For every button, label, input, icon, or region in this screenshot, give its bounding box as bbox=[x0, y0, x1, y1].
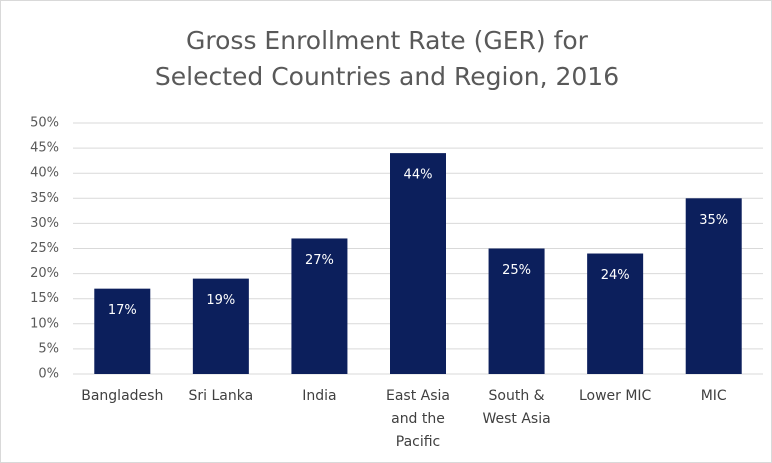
x-tick-label: Bangladesh bbox=[81, 388, 164, 404]
chart-title: Gross Enrollment Rate (GER) for Selected… bbox=[154, 26, 620, 91]
bar bbox=[192, 278, 249, 374]
x-tick-label: East Asia and the Pacific bbox=[386, 388, 450, 450]
bar bbox=[488, 248, 545, 374]
y-tick-label: 35% bbox=[30, 191, 59, 206]
bar bbox=[291, 238, 348, 374]
bar bbox=[587, 253, 644, 374]
x-tick-label: Lower MIC bbox=[578, 388, 652, 404]
data-label: 25% bbox=[502, 263, 531, 278]
data-label: 27% bbox=[305, 253, 334, 268]
bar bbox=[94, 288, 151, 374]
data-label: 17% bbox=[108, 303, 137, 318]
data-label: 24% bbox=[601, 268, 630, 283]
bar bbox=[390, 153, 446, 374]
x-tick-label: India bbox=[302, 388, 337, 404]
y-tick-label: 15% bbox=[30, 291, 59, 306]
y-tick-label: 10% bbox=[30, 316, 59, 331]
y-tick-label: 40% bbox=[30, 166, 59, 181]
y-tick-label: 45% bbox=[30, 141, 59, 156]
y-tick-label: 5% bbox=[38, 341, 59, 356]
data-label: 35% bbox=[699, 213, 728, 228]
x-tick-label: South & West Asia bbox=[482, 388, 551, 427]
y-tick-label: 25% bbox=[30, 241, 59, 256]
y-tick-label: 0% bbox=[38, 367, 59, 382]
y-tick-label: 50% bbox=[30, 116, 59, 131]
y-tick-label: 30% bbox=[30, 216, 59, 231]
y-tick-label: 20% bbox=[30, 266, 59, 281]
x-tick-label: Sri Lanka bbox=[188, 388, 254, 404]
x-tick-label: MIC bbox=[700, 388, 727, 404]
bar bbox=[685, 198, 742, 374]
data-label: 44% bbox=[404, 168, 433, 183]
data-label: 19% bbox=[206, 293, 235, 308]
